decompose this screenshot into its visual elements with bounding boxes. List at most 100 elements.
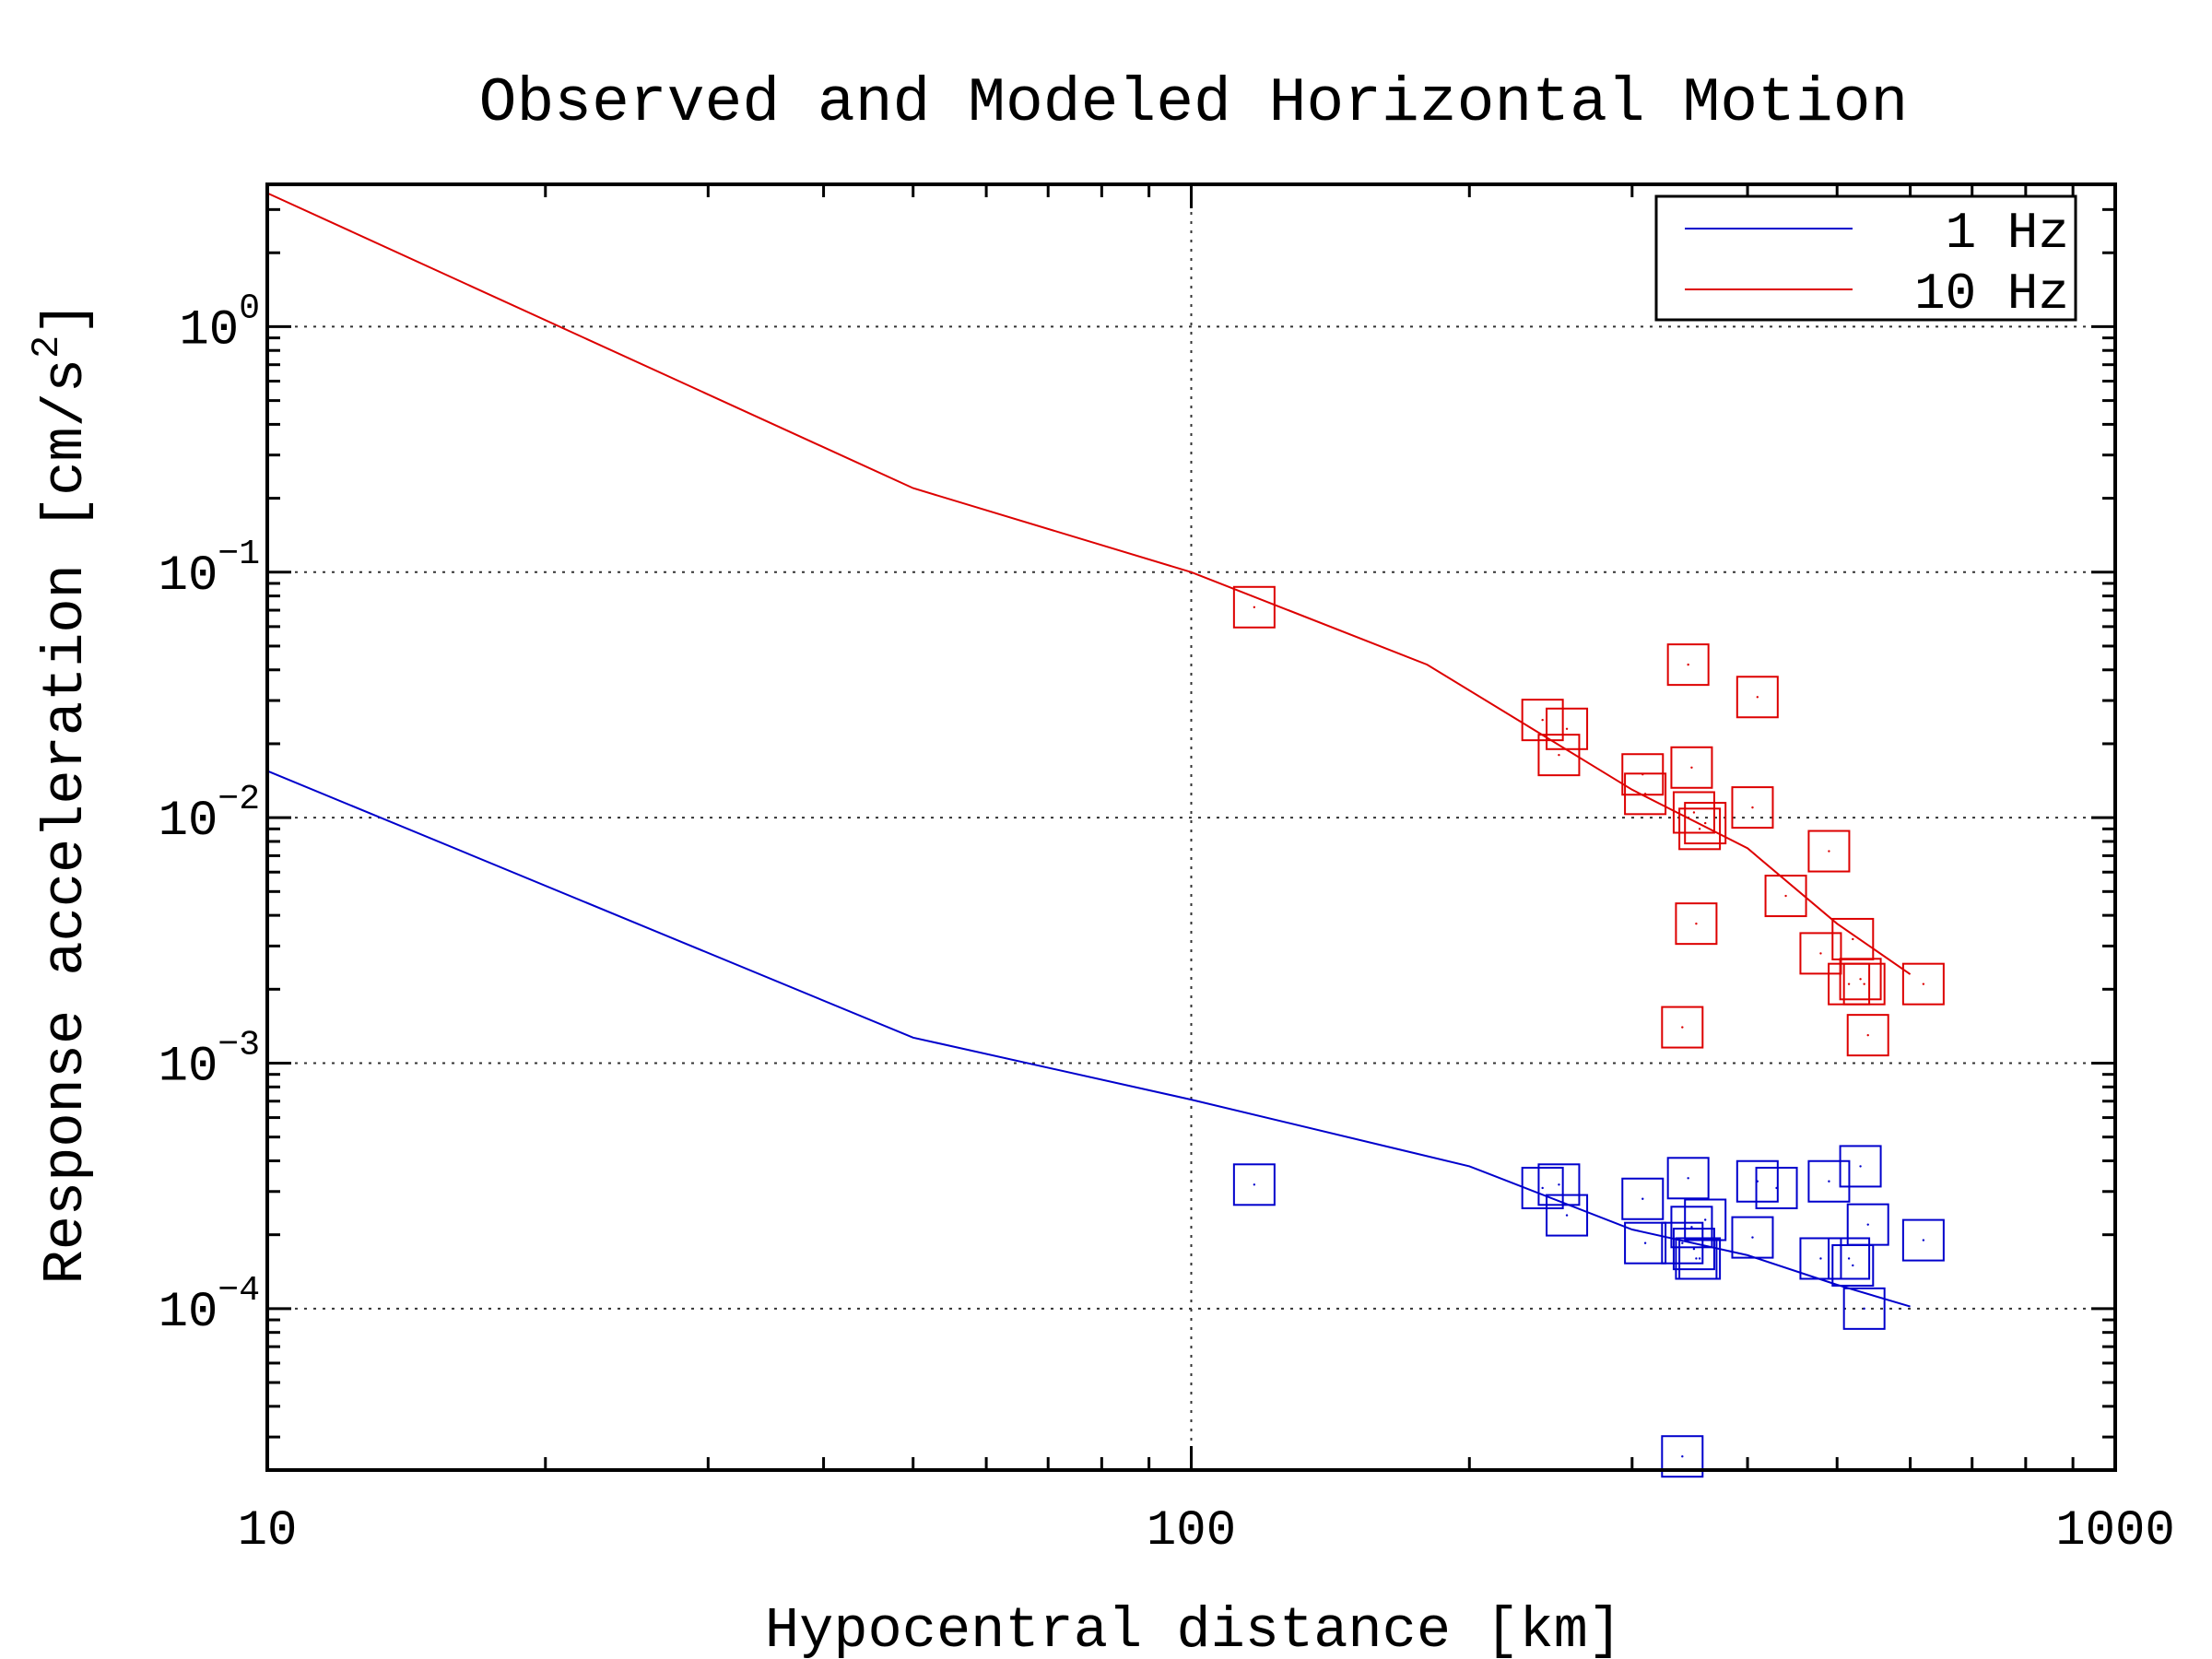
observed-point-center-1hz [1852, 1264, 1854, 1267]
observed-point-center-10hz [1784, 894, 1787, 898]
observed-point-center-1hz [1695, 1257, 1698, 1260]
series-layer [266, 192, 1945, 1478]
observed-point-10hz [1624, 772, 1667, 816]
observed-point-center-1hz [1819, 1257, 1822, 1260]
observed-point-10hz [1666, 643, 1710, 687]
x-axis-label: Hypocentral distance [km] [765, 1598, 1622, 1659]
observed-point-center-1hz [1828, 1180, 1830, 1182]
observed-point-1hz [1828, 1237, 1871, 1280]
observed-point-center-10hz [1751, 806, 1754, 809]
observed-point-1hz [1731, 1216, 1774, 1259]
y-axis-label-sup: 2 [25, 335, 69, 359]
observed-point-10hz [1839, 958, 1882, 1001]
observed-point-1hz [1661, 1435, 1704, 1478]
tick-layer [265, 184, 2117, 1470]
observed-point-1hz [1670, 1206, 1713, 1249]
observed-point-center-10hz [1558, 753, 1560, 757]
observed-point-center-1hz [1253, 1183, 1256, 1186]
y-tick-label: 10−1 [159, 535, 260, 605]
y-axis-label-base: Response acceleration [cm/s [33, 359, 99, 1285]
observed-point-center-1hz [1859, 1165, 1862, 1168]
observed-point-10hz [1684, 802, 1727, 845]
observed-point-10hz [1731, 786, 1774, 830]
model-line-1hz [266, 770, 1911, 1308]
observed-point-center-1hz [1847, 1257, 1851, 1260]
observed-point-1hz [1537, 1163, 1581, 1206]
observed-point-center-1hz [1643, 1241, 1647, 1244]
observed-point-center-1hz [1641, 1197, 1644, 1200]
observed-point-center-1hz [1703, 1218, 1707, 1221]
observed-point-center-10hz [1847, 982, 1851, 985]
observed-point-10hz [1678, 807, 1722, 851]
observed-point-center-1hz [1541, 1186, 1544, 1190]
observed-point-center-10hz [1863, 982, 1865, 985]
observed-point-center-10hz [1541, 718, 1544, 722]
y-axis-label: Response acceleration [cm/s2] [25, 300, 99, 1284]
observed-point-10hz [1675, 902, 1718, 946]
observed-point-1hz [1807, 1159, 1851, 1203]
observed-point-center-10hz [1703, 821, 1707, 825]
observed-point-10hz [1232, 585, 1276, 629]
observed-point-center-10hz [1866, 1033, 1869, 1037]
plot-frame [265, 182, 2117, 1472]
observed-point-center-10hz [1852, 937, 1854, 941]
y-tick-label: 10−4 [159, 1271, 260, 1341]
observed-point-center-10hz [1253, 606, 1256, 608]
observed-point-1hz [1799, 1237, 1842, 1280]
observed-point-10hz [1846, 1014, 1889, 1057]
observed-point-center-10hz [1756, 696, 1759, 699]
observed-point-1hz [1672, 1228, 1715, 1271]
observed-point-10hz [1842, 962, 1886, 1006]
legend: 1 Hz 10 Hz [1654, 194, 2077, 324]
observed-point-center-10hz [1828, 850, 1830, 853]
legend-label-10hz: 10 Hz [1914, 265, 2069, 324]
observed-point-1hz [1842, 1287, 1886, 1330]
observed-point-center-10hz [1643, 793, 1647, 795]
observed-point-center-1hz [1698, 1257, 1701, 1260]
x-tick-label: 100 [1147, 1503, 1236, 1559]
observed-point-10hz [1799, 932, 1842, 975]
observed-point-center-1hz [1692, 1247, 1696, 1251]
observed-point-center-10hz [1565, 727, 1569, 730]
observed-point-center-10hz [1695, 922, 1698, 925]
observed-point-10hz [1901, 962, 1945, 1006]
observed-point-1hz [1621, 1177, 1665, 1220]
observed-point-10hz [1521, 699, 1564, 742]
legend-box [1654, 194, 2077, 322]
observed-point-center-1hz [1863, 1307, 1865, 1311]
observed-point-1hz [1521, 1166, 1564, 1209]
observed-point-center-10hz [1819, 952, 1822, 955]
observed-point-10hz [1764, 875, 1807, 918]
observed-point-center-10hz [1692, 811, 1696, 814]
observed-point-10hz [1546, 707, 1589, 750]
observed-point-1hz [1839, 1145, 1882, 1188]
observed-point-center-10hz [1681, 1026, 1684, 1029]
observed-point-center-1hz [1922, 1239, 1925, 1241]
observed-point-1hz [1666, 1157, 1710, 1200]
observed-point-1hz [1846, 1203, 1889, 1246]
observed-point-center-1hz [1687, 1177, 1689, 1180]
observed-point-center-10hz [1859, 978, 1862, 981]
observed-point-1hz [1735, 1159, 1779, 1203]
observed-point-1hz [1684, 1198, 1727, 1241]
observed-point-1hz [1661, 1221, 1704, 1265]
legend-label-1hz: 1 Hz [1946, 204, 2069, 263]
observed-point-center-1hz [1681, 1455, 1684, 1458]
observed-point-10hz [1807, 830, 1851, 873]
observed-point-1hz [1755, 1166, 1798, 1209]
label-layer: 10 100 1000 100 10−1 10−2 10−3 10−4 [159, 288, 2175, 1559]
observed-point-center-1hz [1681, 1241, 1684, 1244]
observed-point-center-10hz [1687, 663, 1689, 666]
observed-point-center-10hz [1922, 982, 1925, 985]
y-tick-label: 10−2 [159, 780, 260, 850]
observed-point-1hz [1901, 1218, 1945, 1262]
observed-point-center-1hz [1775, 1186, 1778, 1190]
observed-point-1hz [1546, 1194, 1589, 1237]
grid-layer [267, 184, 2115, 1470]
observed-point-center-10hz [1698, 828, 1701, 830]
model-line-10hz [266, 192, 1912, 975]
observed-point-1hz [1624, 1221, 1667, 1265]
y-tick-label: 10−3 [159, 1025, 260, 1095]
observed-point-10hz [1537, 734, 1581, 777]
